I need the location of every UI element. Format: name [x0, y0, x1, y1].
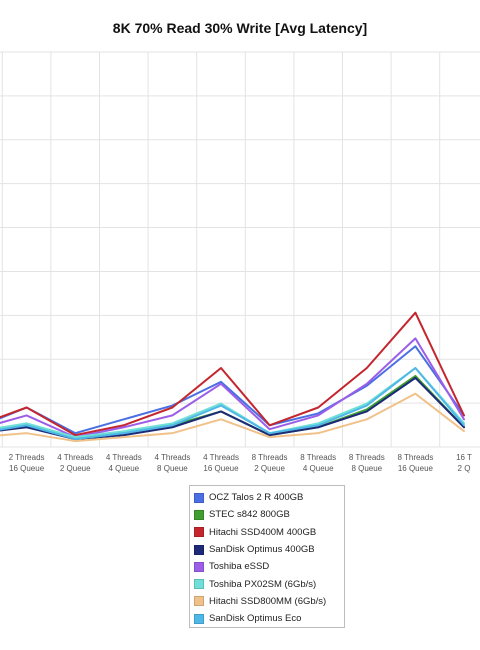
- legend-item: Toshiba eSSD: [194, 558, 344, 575]
- legend-swatch: [194, 613, 204, 624]
- x-tick-label: 8 Threads: [397, 453, 433, 462]
- legend-label: Toshiba PX02SM (6Gb/s): [209, 578, 317, 590]
- legend-item: Hitachi SSD800MM (6Gb/s): [194, 593, 344, 610]
- legend-item: STEC s842 800GB: [194, 506, 344, 523]
- x-tick-label: 4 Threads: [203, 453, 239, 462]
- legend-swatch: [194, 509, 204, 520]
- legend-swatch: [194, 561, 204, 572]
- x-tick-label: 4 Threads: [106, 453, 142, 462]
- x-tick-label: 16 Queue: [398, 464, 434, 473]
- x-tick-label: 2 Q: [458, 464, 471, 473]
- legend-item: OCZ Talos 2 R 400GB: [194, 489, 344, 506]
- series-line-sandisk-optimus-eco: [0, 367, 465, 441]
- legend-swatch: [194, 596, 204, 607]
- x-tick-label: 16 Queue: [203, 464, 239, 473]
- legend-item: Hitachi SSD400M 400GB: [194, 524, 344, 541]
- legend: OCZ Talos 2 R 400GB STEC s842 800GB Hitach…: [189, 485, 345, 628]
- x-tick-label: 8 Threads: [252, 453, 288, 462]
- x-tick-label: 4 Queue: [108, 464, 139, 473]
- grid-layer: [0, 51, 480, 448]
- series-line-toshiba-essd: [0, 337, 465, 439]
- legend-item: SanDisk Optimus Eco: [194, 610, 344, 627]
- series-line-hitachi-ssd400m-400gb: [0, 311, 465, 437]
- legend-swatch: [194, 579, 204, 590]
- x-tick-label: 8 Queue: [351, 464, 382, 473]
- legend-swatch: [194, 492, 204, 503]
- series-line-ocz-talos-2-r-400gb: [0, 345, 465, 435]
- legend-label: SanDisk Optimus Eco: [209, 613, 302, 625]
- legend-swatch: [194, 544, 204, 555]
- legend-swatch: [194, 527, 204, 538]
- x-tick-label: 2 Queue: [254, 464, 285, 473]
- legend-label: SanDisk Optimus 400GB: [209, 544, 315, 556]
- x-tick-label: 8 Threads: [349, 453, 385, 462]
- legend-label: Hitachi SSD400M 400GB: [209, 526, 317, 538]
- x-tick-label: 4 Threads: [57, 453, 93, 462]
- legend-label: STEC s842 800GB: [209, 509, 290, 521]
- x-tick-label: 8 Threads: [300, 453, 336, 462]
- x-tick-label: 2 Queue: [60, 464, 91, 473]
- x-tick-label: 4 Queue: [303, 464, 334, 473]
- legend-item: Toshiba PX02SM (6Gb/s): [194, 575, 344, 592]
- x-tick-label: 16 T: [456, 453, 472, 462]
- x-tick-label: 2 Threads: [9, 453, 45, 462]
- series-layer: [0, 311, 465, 443]
- series-line-toshiba-px02sm-6gb-s: [0, 367, 465, 439]
- legend-label: OCZ Talos 2 R 400GB: [209, 492, 304, 504]
- legend-item: SanDisk Optimus 400GB: [194, 541, 344, 558]
- x-tick-label: 8 Queue: [157, 464, 188, 473]
- chart-title: 8K 70% Read 30% Write [Avg Latency]: [112, 20, 368, 36]
- legend-label: Hitachi SSD800MM (6Gb/s): [209, 595, 327, 607]
- x-tick-label: 16 Queue: [9, 464, 45, 473]
- series-line-hitachi-ssd800mm-6gb-s: [0, 392, 465, 443]
- legend-label: Toshiba eSSD: [209, 561, 270, 573]
- x-tick-label: 4 Threads: [154, 453, 190, 462]
